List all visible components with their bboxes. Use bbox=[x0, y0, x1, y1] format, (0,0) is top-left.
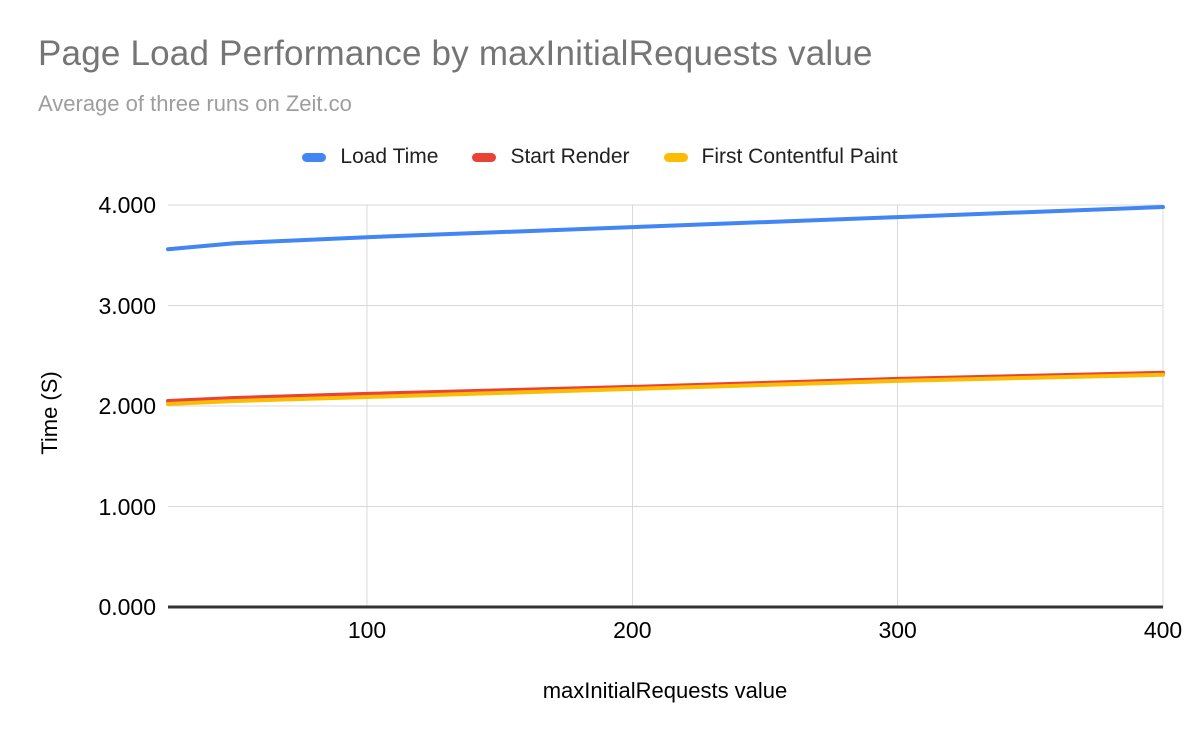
y-axis-tick-label: 3.000 bbox=[98, 292, 156, 319]
x-axis-title: maxInitialRequests value bbox=[542, 678, 788, 703]
legend-item-load-time: Load Time bbox=[302, 145, 438, 169]
y-axis-tick-label: 0.000 bbox=[98, 594, 156, 620]
legend-label-load-time: Load Time bbox=[340, 145, 439, 168]
legend: Load Time Start Render First Contentful … bbox=[0, 145, 1200, 169]
legend-item-first-contentful-paint: First Contentful Paint bbox=[663, 145, 898, 169]
series-line-load-time bbox=[166, 205, 1165, 252]
chart-title: Page Load Performance by maxInitialReque… bbox=[38, 34, 873, 73]
legend-item-start-render: Start Render bbox=[472, 145, 630, 169]
chart-subtitle: Average of three runs on Zeit.co bbox=[38, 91, 352, 116]
x-axis-tick-label: 300 bbox=[878, 617, 917, 643]
legend-label-start-render: Start Render bbox=[510, 145, 630, 168]
x-axis-tick-label: 400 bbox=[1143, 617, 1183, 643]
y-axis-tick-label: 2.000 bbox=[98, 393, 156, 419]
legend-label-first-contentful-paint: First Contentful Paint bbox=[701, 145, 898, 168]
x-axis-tick-label: 100 bbox=[347, 617, 387, 643]
first-contentful-paint-swatch-icon bbox=[663, 152, 688, 162]
load-time-swatch-icon bbox=[302, 152, 327, 162]
series-line-first-contentful-paint bbox=[166, 372, 1165, 406]
plot-area bbox=[166, 204, 1165, 609]
y-axis-tick-label: 4.000 bbox=[98, 192, 156, 218]
y-axis-tick-label: 1.000 bbox=[98, 493, 156, 520]
start-render-swatch-icon bbox=[472, 152, 497, 162]
x-axis-tick-label: 200 bbox=[613, 617, 652, 643]
